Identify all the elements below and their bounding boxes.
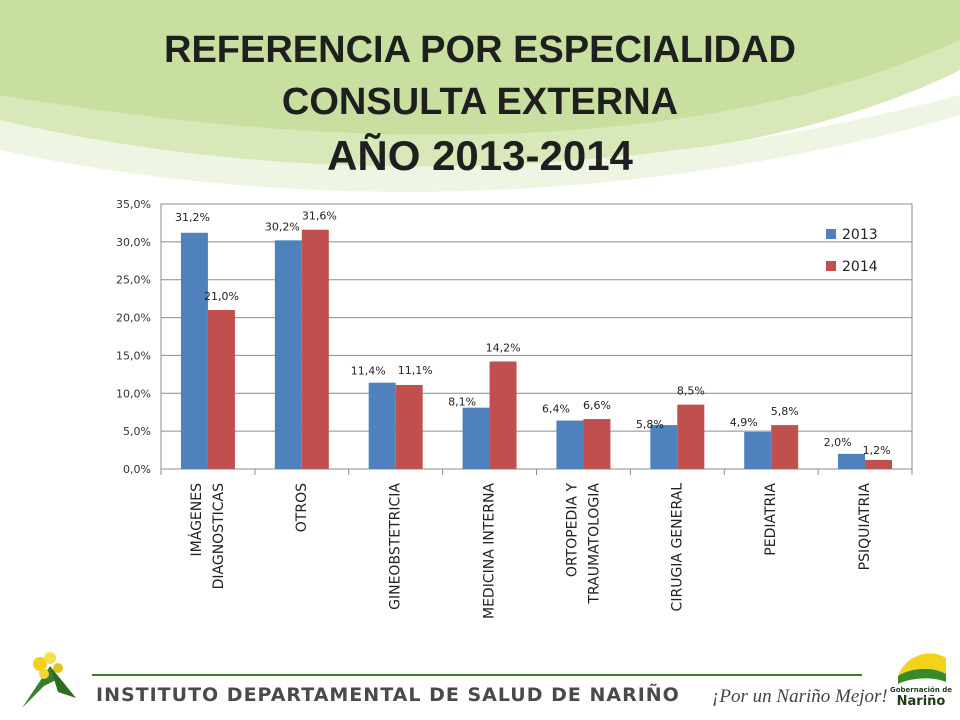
title-line-1: REFERENCIA POR ESPECIALIDAD [164,29,796,71]
legend-swatch-2014 [826,261,836,271]
y-tick-label: 5,0% [123,425,151,438]
data-label: 2,0% [824,436,852,449]
bar-2013 [180,232,208,469]
data-label: 5,8% [636,418,664,431]
data-label: 8,1% [448,396,476,409]
category-label: CIRUGIA GENERAL [669,483,685,612]
bar-2013 [368,382,396,469]
y-tick-label: 20,0% [116,312,151,325]
bar-2013 [556,420,584,469]
category-label: MEDICINA INTERNA [482,483,498,619]
bar-2014 [395,384,423,469]
legend-label: 2014 [842,259,878,275]
bar-2014 [207,310,235,469]
data-label: 6,4% [542,403,570,416]
data-label: 6,6% [583,399,611,412]
bar-2013 [650,425,678,469]
bar-2014 [583,419,611,469]
bar-2014 [771,425,799,469]
y-tick-label: 15,0% [116,349,151,362]
data-label: 11,4% [351,365,386,378]
data-label: 5,8% [771,405,799,418]
category-label: OTROS [294,483,310,532]
institute-name: INSTITUTO DEPARTAMENTAL DE SALUD DE NARI… [96,684,680,706]
header-background [0,0,960,192]
y-tick-label: 25,0% [116,274,151,287]
legend-swatch-2013 [826,229,836,239]
bar-2013 [274,240,302,469]
footer-divider [92,674,862,676]
government-text: Gobernación de Nariño [886,686,956,709]
slogan: ¡Por un Nariño Mejor! [712,686,888,707]
y-tick-label: 35,0% [116,198,151,211]
y-tick-label: 30,0% [116,236,151,249]
category-label: GINEOBSTETRICIA [388,483,404,610]
chart-area: 0,0% 5,0% 10,0% 15,0% 20,0% 25,0% 30,0% 35,0% 31… [0,190,960,640]
data-label: 31,2% [175,211,210,224]
data-label: 30,2% [265,220,300,233]
bar-2014 [677,404,705,469]
bar-2013 [462,407,490,469]
y-tick-label: 0,0% [123,463,151,476]
data-label: 11,1% [398,364,433,377]
institute-logo-icon [22,652,76,708]
government-name: Nariño [896,694,946,709]
data-label: 21,0% [204,290,239,303]
bar-2013 [838,453,866,469]
category-label: ORTOPEDIA Y [564,483,580,578]
y-tick-label: 10,0% [116,387,151,400]
category-label: DIAGNOSTICAS [211,483,227,590]
page-title: REFERENCIA POR ESPECIALIDAD CONSULTA EXT… [0,24,960,184]
category-label: TRAUMATOLOGIA [586,483,602,605]
category-label: PEDIATRIA [763,483,779,556]
data-label: 4,9% [730,416,758,429]
legend-label: 2013 [842,227,878,243]
bar-2014 [489,361,517,469]
bar-2014 [865,459,893,469]
data-label: 8,5% [677,385,705,398]
bar-2014 [301,229,329,469]
government-logo-icon [898,653,946,684]
title-line-2: CONSULTA EXTERNA [281,81,679,123]
data-label: 1,2% [863,444,891,457]
bar-2013 [744,431,772,469]
title-line-3: AÑO 2013-2014 [327,132,633,179]
data-label: 31,6% [302,210,337,223]
bar-chart: 0,0% 5,0% 10,0% 15,0% 20,0% 25,0% 30,0% 35,0% 31… [116,198,913,619]
data-label: 14,2% [486,341,521,354]
category-label: PSIQUIATRIA [857,483,873,571]
government-small-label: Gobernación de [889,686,952,694]
plot-border [160,203,913,470]
category-label: IMÁGENES [188,483,205,557]
